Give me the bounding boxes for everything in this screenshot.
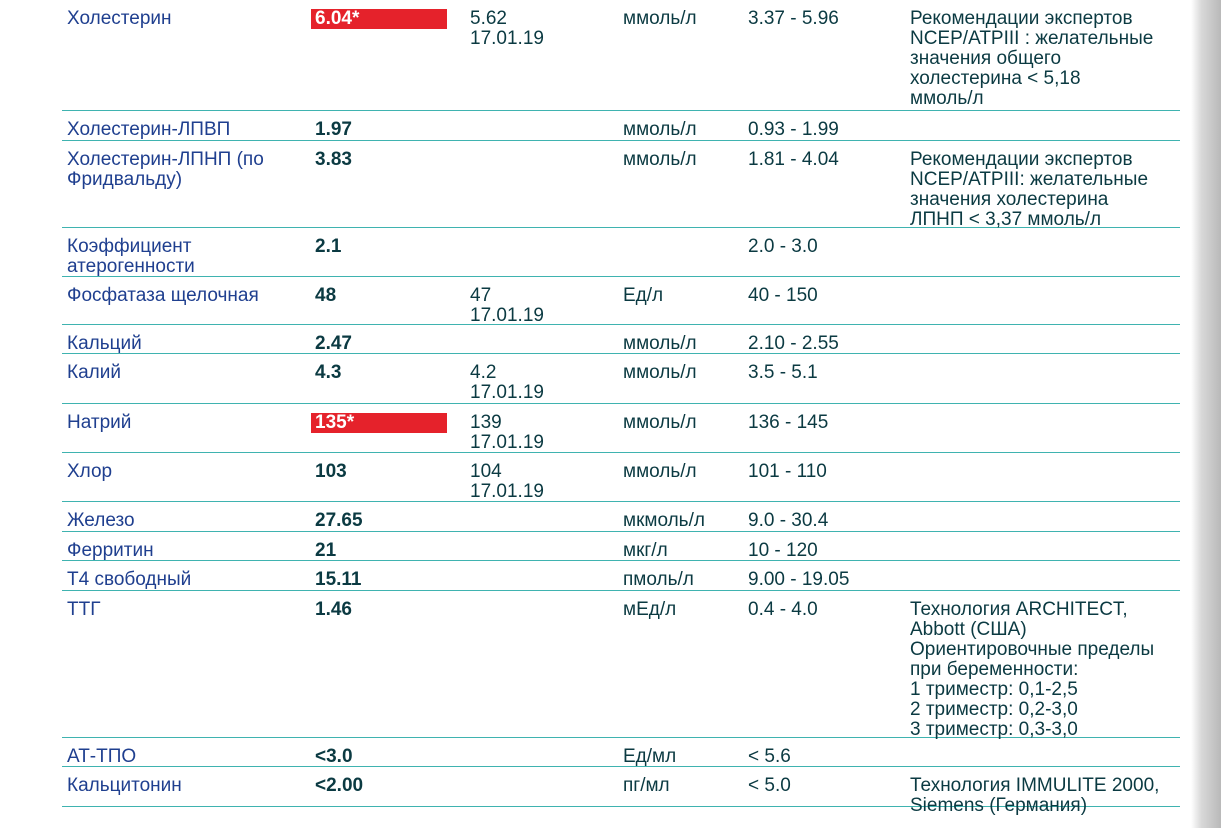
reference-range: 9.00 - 19.05 bbox=[748, 569, 850, 590]
previous-result: 4.2 17.01.19 bbox=[470, 362, 544, 403]
reference-range: 0.93 - 1.99 bbox=[748, 119, 839, 140]
flagged-result-value: 135* bbox=[311, 413, 447, 433]
unit: ммоль/л bbox=[623, 333, 697, 354]
reference-range: 10 - 120 bbox=[748, 540, 818, 561]
comment: Технология IMMULITE 2000, Siemens (Герман… bbox=[910, 775, 1160, 816]
previous-result: 104 17.01.19 bbox=[470, 461, 544, 502]
result-value: <3.0 bbox=[315, 746, 353, 767]
test-name: Холестерин-ЛПНП (по Фридвальду) bbox=[67, 149, 264, 190]
result-value: 2.1 bbox=[315, 236, 342, 257]
reference-range: < 5.6 bbox=[748, 746, 791, 767]
page-edge-shadow bbox=[1191, 0, 1221, 828]
result-value: 4.3 bbox=[315, 362, 342, 383]
test-name: Хлор bbox=[67, 461, 113, 482]
test-name: Коэффициент атерогенности bbox=[67, 236, 195, 277]
table-row: Т4 свободный 15.11 пмоль/л 9.00 - 19.05 bbox=[62, 561, 1180, 591]
reference-range: 2.10 - 2.55 bbox=[748, 333, 839, 354]
comment: Рекомендации экспертов NCEP/ATPIII: желат… bbox=[910, 149, 1149, 230]
reference-range: < 5.0 bbox=[748, 775, 791, 796]
unit: пг/мл bbox=[623, 775, 670, 796]
test-name: Кальций bbox=[67, 333, 142, 354]
unit: ммоль/л bbox=[623, 8, 697, 29]
table-row: Холестерин 6.04* 5.62 17.01.19 ммоль/л 3.37 -… bbox=[62, 0, 1180, 111]
unit: мкг/л bbox=[623, 540, 668, 561]
reference-range: 9.0 - 30.4 bbox=[748, 510, 829, 531]
reference-range: 0.4 - 4.0 bbox=[748, 599, 818, 620]
result-value: <2.00 bbox=[315, 775, 364, 796]
result-value: 15.11 bbox=[315, 569, 362, 590]
table-row: ТТГ 1.46 мЕд/л 0.4 - 4.0 Технология ARCHITEC… bbox=[62, 591, 1180, 740]
unit: мкмоль/л bbox=[623, 510, 705, 531]
previous-result: 139 17.01.19 bbox=[470, 412, 544, 453]
table-row: Железо 27.65 мкмоль/л 9.0 - 30.4 bbox=[62, 502, 1180, 532]
test-name: Калий bbox=[67, 362, 121, 383]
previous-result: 5.62 17.01.19 bbox=[470, 8, 544, 49]
previous-result: 47 17.01.19 bbox=[470, 285, 544, 326]
unit: ммоль/л bbox=[623, 412, 697, 433]
table-row: Фосфатаза щелочная 48 47 17.01.19 Ед/л 40 - 1… bbox=[62, 277, 1180, 326]
table-row: Коэффициент атерогенности 2.1 2.0 - 3.0 bbox=[62, 228, 1180, 277]
unit: ммоль/л bbox=[623, 149, 697, 170]
table-row: Натрий 135* 139 17.01.19 ммоль/л 136 - 145 bbox=[62, 404, 1180, 453]
unit: ммоль/л bbox=[623, 362, 697, 383]
unit: мЕд/л bbox=[623, 599, 677, 620]
reference-range: 2.0 - 3.0 bbox=[748, 236, 818, 257]
reference-range: 136 - 145 bbox=[748, 412, 829, 433]
reference-range: 1.81 - 4.04 bbox=[748, 149, 839, 170]
test-name: Кальцитонин bbox=[67, 775, 182, 796]
test-name: Т4 свободный bbox=[67, 569, 192, 590]
test-name: Холестерин-ЛПВП bbox=[67, 119, 231, 140]
result-value: 1.46 bbox=[315, 599, 352, 620]
test-name: Холестерин bbox=[67, 8, 172, 29]
reference-range: 101 - 110 bbox=[748, 461, 827, 482]
result-value: 27.65 bbox=[315, 510, 363, 531]
table-row: Калий 4.3 4.2 17.01.19 ммоль/л 3.5 - 5.1 bbox=[62, 354, 1180, 404]
result-value: 21 bbox=[315, 540, 337, 561]
test-name: Натрий bbox=[67, 412, 132, 433]
table-row: Ферритин 21 мкг/л 10 - 120 bbox=[62, 532, 1180, 561]
test-name: Фосфатаза щелочная bbox=[67, 285, 259, 306]
test-name: Ферритин bbox=[67, 540, 154, 561]
reference-range: 40 - 150 bbox=[748, 285, 818, 306]
result-value: 1.97 bbox=[315, 119, 352, 140]
comment: Рекомендации экспертов NCEP/ATPIII : жела… bbox=[910, 8, 1154, 109]
test-name: АТ-ТПО bbox=[67, 746, 137, 767]
unit: пмоль/л bbox=[623, 569, 694, 590]
result-value: 3.83 bbox=[315, 149, 352, 170]
table-row: Холестерин-ЛПНП (по Фридвальду) 3.83 ммоль/… bbox=[62, 141, 1180, 230]
unit: ммоль/л bbox=[623, 461, 697, 482]
flagged-result-value: 6.04* bbox=[311, 9, 447, 29]
lab-results-table: Холестерин 6.04* 5.62 17.01.19 ммоль/л 3.37 -… bbox=[62, 0, 1180, 816]
result-value: 2.47 bbox=[315, 333, 352, 354]
reference-range: 3.5 - 5.1 bbox=[748, 362, 818, 383]
test-name: ТТГ bbox=[67, 599, 101, 620]
unit: Ед/л bbox=[623, 285, 664, 306]
table-row: Кальций 2.47 ммоль/л 2.10 - 2.55 bbox=[62, 325, 1180, 354]
test-name: Железо bbox=[67, 510, 135, 531]
table-row: Холестерин-ЛПВП 1.97 ммоль/л 0.93 - 1.99 bbox=[62, 111, 1180, 141]
result-value: 103 bbox=[315, 461, 347, 482]
comment: Технология ARCHITECT, Abbott (США) Ориенти… bbox=[910, 599, 1155, 740]
result-value: 48 bbox=[315, 285, 337, 306]
unit: Ед/мл bbox=[623, 746, 677, 767]
reference-range: 3.37 - 5.96 bbox=[748, 8, 839, 29]
table-row: Хлор 103 104 17.01.19 ммоль/л 101 - 110 bbox=[62, 453, 1180, 502]
table-row: Кальцитонин <2.00 пг/мл < 5.0 Технология IMM… bbox=[62, 767, 1180, 816]
table-row: АТ-ТПО <3.0 Ед/мл < 5.6 bbox=[62, 738, 1180, 767]
unit: ммоль/л bbox=[623, 119, 697, 140]
